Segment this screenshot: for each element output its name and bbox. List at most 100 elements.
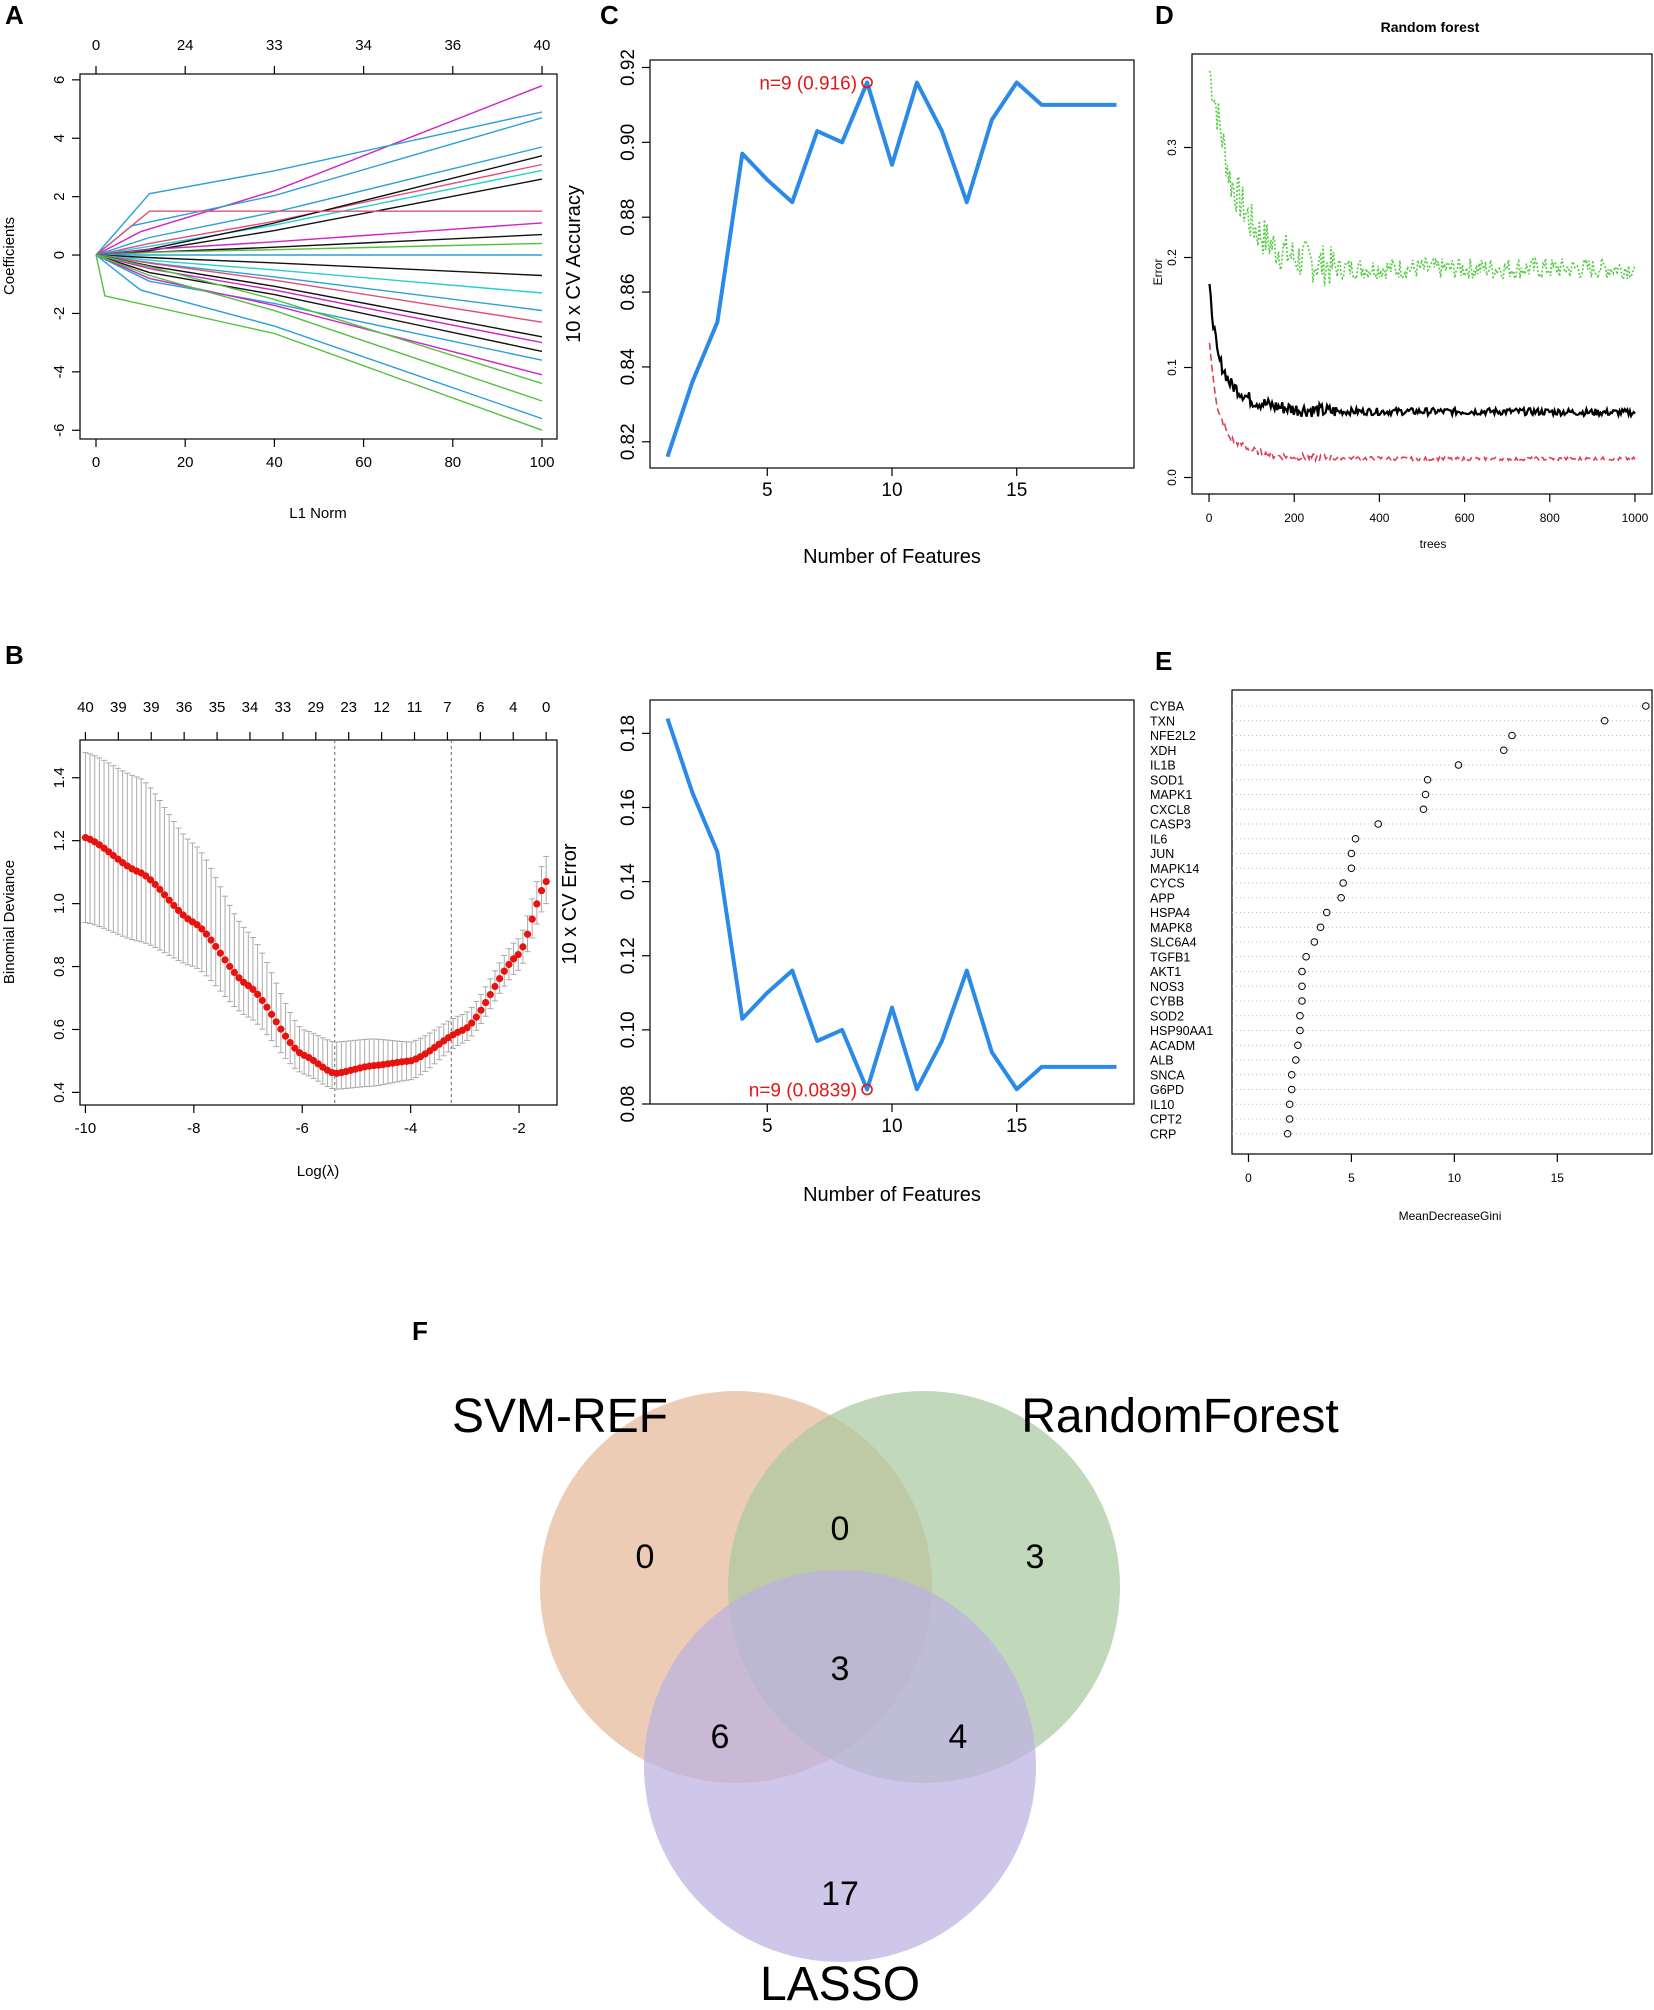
e-gini-point [1339,879,1347,887]
panel-d-y-axis: 0.0 0.1 0.2 0.3 [1165,139,1192,486]
b-x-tick-label: -6 [296,1120,309,1137]
panel-b-plot-frame [79,739,558,1106]
e-gene-label: MAPK8 [1150,921,1192,935]
panel-a-x-axis: 0 20 40 60 80 100 [92,439,555,471]
venn-circles [540,1391,1120,1962]
b-deviance-point [472,1013,480,1021]
venn-label-lasso: LASSO [760,1958,920,2010]
panel-label-c: C [600,0,619,30]
b-top-tick-label: 35 [209,699,226,716]
panel-e-x-axis: 05101520 [1245,1154,1654,1185]
b-top-tick-label: 4 [509,699,517,716]
b-deviance-point [258,996,266,1005]
venn-label-randomforest: RandomForest [1021,1390,1338,1443]
b-deviance-point [170,901,178,910]
a-coefficient-path [95,146,543,256]
panel-b-x-axis: -10 -8 -6 -4 -2 [75,1105,526,1137]
panel-c-top-plot-frame [649,59,1135,469]
e-gini-point [1287,1085,1296,1094]
a-y-tick-label: -4 [51,365,68,378]
b-y-tick-label: 1.4 [51,767,68,788]
d-error-curve [1208,342,1636,464]
c1-y-tick-label: 0.90 [618,124,639,161]
b-deviance-point [509,955,518,963]
a-top-tick-label: 40 [534,37,551,54]
panel-d-ylabel: Error [1151,259,1165,286]
panel-c-bottom-y-axis: 0.08 0.10 0.12 0.14 0.16 0.18 [618,715,650,1122]
a-y-tick-label: 0 [51,251,68,259]
e-gini-point [1419,805,1428,814]
b-deviance-point [212,942,220,951]
a-coefficient-path [95,254,543,323]
b-top-tick-label: 40 [77,699,94,716]
b-y-tick-label: 1.0 [51,893,68,914]
e-x-tick-label: 15 [1551,1171,1565,1185]
e-gini-point [1421,790,1430,799]
panel-c-top-accuracy-line [665,80,1117,458]
b-deviance-point [235,974,243,982]
panel-c-top-x-axis: 5 10 15 [762,468,1027,501]
c2-y-tick-label: 0.12 [618,937,639,974]
b-deviance-point [523,930,532,938]
venn-count-lasso-only: 17 [821,1875,859,1913]
e-gini-point [1600,716,1609,725]
d-x-tick-label: 200 [1284,511,1304,525]
b-deviance-point [272,1018,280,1026]
panel-d-x-axis: 0 200 400 600 800 1000 [1206,494,1649,525]
b-deviance-point [528,915,536,923]
e-gini-point [1292,1056,1300,1064]
venn-count-svm-lasso: 6 [711,1718,730,1756]
b-deviance-point [249,985,257,993]
e-gini-point [1423,775,1432,784]
b-deviance-point [193,921,201,929]
b-y-tick-label: 0.4 [51,1082,68,1103]
b-deviance-point [174,906,183,915]
panel-a-ylabel: Coefficients [1,217,18,295]
b-deviance-point [216,949,224,957]
panel-b-lambda-lines [334,740,452,1105]
b-deviance-point [519,943,527,951]
panel-b-xlabel: Log(λ) [297,1163,340,1180]
b-deviance-point [496,974,504,983]
panel-b-y-axis: 0.4 0.6 0.8 1.0 1.2 1.4 [51,767,80,1103]
e-x-tick-label: 5 [1348,1171,1355,1185]
e-gene-label: NFE2L2 [1150,729,1196,743]
panel-c-top-xlabel: Number of Features [803,546,981,568]
a-top-tick-label: 36 [444,37,461,54]
e-gini-point [1298,967,1306,976]
b-top-tick-label: 34 [242,699,259,716]
e-gene-label: IL10 [1150,1098,1174,1112]
panel-d-title: Random forest [1381,19,1480,35]
b-deviance-point [263,1003,271,1011]
panel-d: D Random forest 0 200 400 600 800 1000 0.0 0.1… [1151,0,1653,551]
e-gene-label: CPT2 [1150,1113,1182,1127]
panel-label-a: A [5,0,24,30]
b-deviance-point [151,880,159,889]
venn-label-svm-ref: SVM-REF [452,1390,668,1443]
a-top-tick-label: 24 [177,37,194,54]
c1-x-tick-label: 5 [762,480,773,501]
panel-d-error-curves [1208,70,1636,464]
b-x-tick-label: -10 [75,1120,97,1137]
c1-y-tick-label: 0.92 [618,49,639,86]
b-deviance-point [254,990,262,999]
e-gini-point [1302,952,1310,961]
panel-a-xlabel: L1 Norm [289,505,347,522]
venn-count-all: 3 [831,1650,850,1688]
c1-y-tick-label: 0.84 [618,348,639,385]
e-gene-label: IL6 [1150,832,1167,846]
c2-y-tick-label: 0.18 [618,715,639,752]
e-gene-label: SOD2 [1150,1009,1184,1023]
a-coefficient-path [95,163,543,256]
panel-label-b: B [5,640,24,670]
a-y-tick-label: 2 [51,192,68,200]
a-coefficient-path [95,254,543,312]
b-deviance-point [486,990,494,999]
b-deviance-point [477,1006,485,1014]
c2-y-tick-label: 0.14 [618,863,639,900]
b-deviance-point [482,998,490,1007]
d-x-tick-label: 1000 [1622,511,1649,525]
b-top-tick-label: 11 [407,699,423,716]
e-gene-label: CYBB [1150,995,1184,1009]
e-gene-label: CYBA [1150,700,1185,714]
